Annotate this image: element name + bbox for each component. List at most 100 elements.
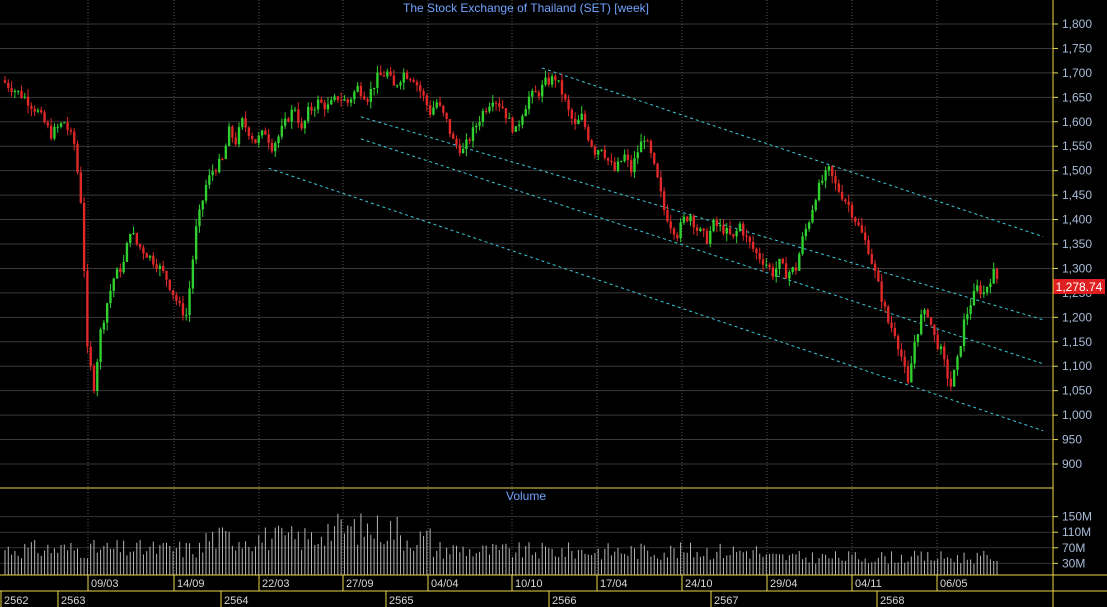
candle-body — [49, 125, 53, 139]
candle-body — [903, 356, 906, 367]
candle-body — [69, 130, 73, 132]
candle-body — [419, 85, 422, 92]
candle-body — [168, 279, 171, 291]
candle-body — [778, 258, 781, 269]
last-price-label: 1,278.74 — [1056, 280, 1103, 294]
candle-body — [695, 227, 699, 231]
candle-body — [138, 244, 142, 248]
trend-line — [542, 67, 1044, 238]
candle-body — [63, 122, 66, 124]
candle-body — [283, 118, 287, 126]
candle-body — [363, 96, 366, 100]
candle-body — [82, 202, 86, 271]
candle-body — [910, 363, 913, 383]
year-tick-label: 2567 — [714, 595, 738, 607]
candle-body — [985, 287, 989, 293]
candle-body — [185, 314, 188, 316]
candle-body — [854, 217, 857, 223]
price-tick-label: 1,350 — [1062, 237, 1092, 251]
candle-body — [587, 126, 590, 141]
year-tick-label: 2563 — [61, 595, 85, 607]
price-tick-label: 1,400 — [1062, 213, 1092, 227]
candle-body — [564, 94, 567, 100]
candle-body — [982, 292, 986, 295]
candle-body — [646, 140, 649, 142]
candle-body — [600, 149, 603, 151]
candle-body — [577, 119, 580, 124]
year-axis: 2562 2563 2564 2565 2566 2567 2568 — [0, 591, 904, 607]
candle-body — [221, 158, 224, 160]
candle-body — [570, 109, 574, 119]
candle-body — [16, 90, 20, 92]
candle-body — [748, 236, 752, 242]
year-tick-label: 2562 — [4, 595, 28, 607]
candle-body — [550, 76, 554, 85]
candle-body — [504, 108, 508, 119]
candle-body — [686, 216, 689, 222]
price-tick-label: 950 — [1062, 433, 1082, 447]
candle-body — [791, 267, 794, 273]
date-tick-label: 04/11 — [855, 578, 882, 590]
candle-body — [422, 91, 425, 96]
price-tick-label: 1,800 — [1062, 17, 1092, 31]
candle-body — [155, 264, 158, 269]
volume-tick-label: 70M — [1062, 541, 1085, 555]
candle-body — [415, 81, 419, 86]
candle-body — [412, 79, 415, 82]
date-axis: 09/03 14/09 22/03 27/09 04/04 10/10 17/04 24/10… — [87, 575, 968, 591]
candle-body — [112, 278, 115, 291]
candle-body — [247, 127, 251, 137]
candle-body — [531, 90, 534, 97]
candle-body — [834, 176, 837, 184]
candle-body — [877, 270, 880, 282]
candle-body — [554, 76, 557, 81]
candle-body — [484, 111, 488, 113]
candle-body — [191, 259, 195, 289]
candle-body — [498, 103, 501, 107]
candle-body — [537, 92, 541, 97]
candle-body — [666, 210, 669, 222]
candle-body — [165, 270, 168, 280]
candle-body — [181, 303, 185, 316]
candle-body — [679, 222, 682, 239]
candle-body — [676, 234, 679, 239]
candle-body — [376, 72, 379, 88]
candle-body — [142, 247, 145, 254]
candle-body — [597, 150, 600, 155]
candle-body — [926, 309, 929, 318]
price-tick-label: 1,700 — [1062, 66, 1092, 80]
candle-body — [132, 233, 135, 235]
candle-body — [636, 152, 639, 159]
candle-body — [264, 130, 267, 135]
date-tick-label: 10/10 — [515, 578, 543, 590]
candle-body — [699, 228, 702, 231]
candle-body — [208, 175, 211, 185]
candle-body — [867, 240, 870, 254]
candle-body — [557, 80, 560, 82]
price-tick-label: 1,450 — [1062, 188, 1092, 202]
candle-body — [307, 107, 310, 121]
candle-body — [234, 137, 237, 145]
candle-body — [346, 99, 349, 103]
candle-body — [639, 141, 643, 153]
candle-body — [409, 78, 412, 80]
candle-body — [297, 109, 300, 123]
candle-body — [26, 96, 30, 106]
candle-body — [933, 324, 936, 335]
candle-body — [896, 335, 900, 350]
candle-body — [53, 126, 56, 139]
date-tick-label: 22/03 — [262, 578, 290, 590]
candle-body — [794, 267, 798, 271]
candle-body — [511, 117, 514, 132]
candle-body — [96, 361, 99, 391]
candle-body — [732, 233, 735, 237]
candle-body — [573, 118, 577, 124]
candle-body — [36, 110, 40, 112]
candle-body — [359, 85, 363, 97]
candle-body — [893, 327, 897, 336]
candle-body — [508, 117, 511, 119]
price-tick-label: 1,600 — [1062, 115, 1092, 129]
chart-title: The Stock Exchange of Thailand (SET) [we… — [403, 1, 649, 15]
candle-body — [840, 191, 844, 200]
candle-body — [66, 122, 69, 131]
